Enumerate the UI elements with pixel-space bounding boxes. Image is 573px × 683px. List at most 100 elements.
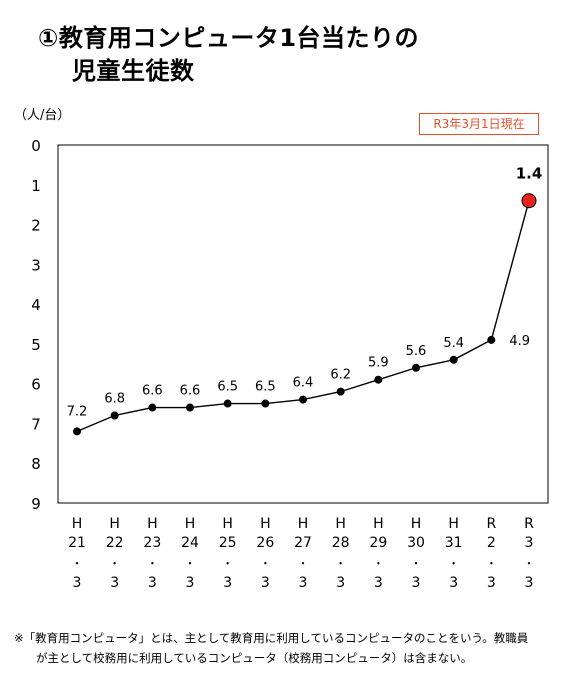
x-tick-label: H 29 ・ 3 (369, 516, 387, 591)
x-tick-label-part: ・ (72, 557, 83, 570)
data-point (110, 411, 119, 420)
x-tick-label-part: 31 (445, 535, 463, 551)
x-tick-label-part: 3 (449, 575, 458, 591)
data-point (412, 363, 420, 372)
x-tick-label-part: H (298, 516, 309, 532)
x-tick-label-part: ・ (260, 557, 271, 570)
x-tick-label-part: 3 (186, 575, 195, 591)
plot-frame (57, 144, 549, 504)
data-point (487, 335, 496, 344)
x-tick-label: H 23 ・ 3 (143, 516, 161, 591)
x-tick-label-part: ・ (373, 557, 384, 570)
x-tick-label-part: 3 (525, 535, 534, 551)
y-axis-unit-label: （人/台） (14, 108, 71, 123)
data-label: 5.9 (368, 356, 389, 371)
y-tick-label: 5 (31, 336, 41, 354)
x-tick-label-part: 3 (487, 575, 496, 591)
x-tick-label-part: 3 (374, 575, 383, 591)
x-tick-label-part: 3 (261, 575, 270, 591)
x-tick-label-part: 2 (487, 535, 496, 551)
x-tick-label-part: H (411, 516, 422, 532)
x-tick-label-part: 21 (68, 535, 86, 551)
y-tick-label: 6 (31, 376, 41, 394)
data-label: 5.6 (406, 344, 427, 359)
x-tick-label-part: 3 (148, 575, 157, 591)
x-tick-label-part: ・ (185, 557, 196, 570)
x-tick-label-part: 30 (407, 535, 425, 551)
x-tick-label-part: ・ (524, 557, 535, 570)
x-tick-label-part: 26 (256, 535, 274, 551)
data-point (73, 427, 81, 436)
x-tick-label-part: R (486, 516, 496, 532)
x-tick-label-part: 3 (73, 575, 82, 591)
chart-title-line1: ①教育用コンピュータ1台当たりの (38, 24, 420, 52)
data-label: 6.5 (217, 380, 238, 395)
data-point (336, 387, 345, 396)
x-tick-label-part: 28 (332, 535, 350, 551)
x-tick-label: R 3 ・ 3 (524, 516, 535, 591)
x-tick-label-part: H (260, 516, 271, 532)
x-tick-label-part: H (222, 516, 233, 532)
x-tick-label-part: ・ (147, 557, 158, 570)
x-tick-label: H 24 ・ 3 (181, 516, 199, 591)
x-tick-label: H 28 ・ 3 (332, 516, 350, 591)
data-label: 1.4 (516, 165, 543, 183)
data-label: 6.4 (293, 376, 314, 391)
x-tick-label-part: 3 (110, 575, 119, 591)
date-badge: R3年3月1日現在 (419, 113, 539, 135)
x-tick-label-part: R (524, 516, 534, 532)
x-tick-label: H 21 ・ 3 (68, 516, 86, 591)
x-tick-label-part: H (72, 516, 83, 532)
highlight-data-point (521, 193, 537, 209)
footnote-line2: が主として校務用に利用しているコンピュータ（校務用コンピュータ）は含まない。 (36, 651, 473, 665)
y-tick-label: 7 (31, 415, 41, 433)
x-tick-label-part: 22 (106, 535, 124, 551)
data-label: 7.2 (67, 404, 88, 419)
x-tick-label-part: 27 (294, 535, 312, 551)
x-tick-label-part: H (448, 516, 459, 532)
x-tick-label: H 22 ・ 3 (106, 516, 124, 591)
data-label: 5.4 (443, 336, 464, 351)
chart-title-line2: 児童生徒数 (72, 57, 195, 85)
data-point (449, 355, 458, 364)
y-tick-label: 4 (31, 296, 41, 314)
x-tick-label: R 2 ・ 3 (486, 516, 497, 591)
data-point (261, 399, 270, 408)
x-tick-label-part: H (335, 516, 346, 532)
x-tick-label: H 30 ・ 3 (407, 516, 425, 591)
x-tick-label-part: H (147, 516, 158, 532)
footnote-line1: ※「教育用コンピュータ」とは、主として教育用に利用しているコンピュータのことをい… (14, 631, 529, 645)
footnote: ※「教育用コンピュータ」とは、主として教育用に利用しているコンピュータのことをい… (14, 628, 566, 668)
x-tick-label-part: 23 (143, 535, 161, 551)
y-tick-label: 2 (31, 217, 41, 235)
x-tick-label-part: 25 (219, 535, 237, 551)
data-point (299, 395, 307, 404)
x-tick-label-part: ・ (222, 557, 233, 570)
y-tick-label: 1 (31, 177, 41, 195)
data-label: 6.8 (104, 391, 125, 406)
x-tick-label-part: ・ (335, 557, 346, 570)
chart-title: ①教育用コンピュータ1台当たりの 児童生徒数 (38, 22, 419, 88)
x-tick-label-part: ・ (411, 557, 422, 570)
x-tick-label-part: 3 (336, 575, 345, 591)
x-tick-label-part: ・ (448, 557, 459, 570)
x-tick-label: H 25 ・ 3 (219, 516, 237, 591)
y-tick-label: 3 (31, 256, 41, 274)
data-label: 6.5 (255, 380, 276, 395)
x-tick-label-part: ・ (486, 557, 497, 570)
data-label: 6.2 (330, 368, 351, 383)
x-tick-label: H 31 ・ 3 (445, 516, 463, 591)
x-tick-label: H 27 ・ 3 (294, 516, 312, 591)
data-point (223, 399, 232, 408)
data-point (148, 403, 157, 412)
x-tick-label-part: 3 (223, 575, 232, 591)
data-label: 6.6 (180, 384, 201, 399)
y-tick-label: 9 (31, 495, 41, 513)
x-tick-label-part: ・ (109, 557, 120, 570)
x-tick-label-part: 3 (412, 575, 421, 591)
x-tick-label-part: 3 (525, 575, 534, 591)
x-tick-label-part: H (373, 516, 384, 532)
data-label: 6.6 (142, 384, 163, 399)
x-tick-label-part: 29 (369, 535, 387, 551)
